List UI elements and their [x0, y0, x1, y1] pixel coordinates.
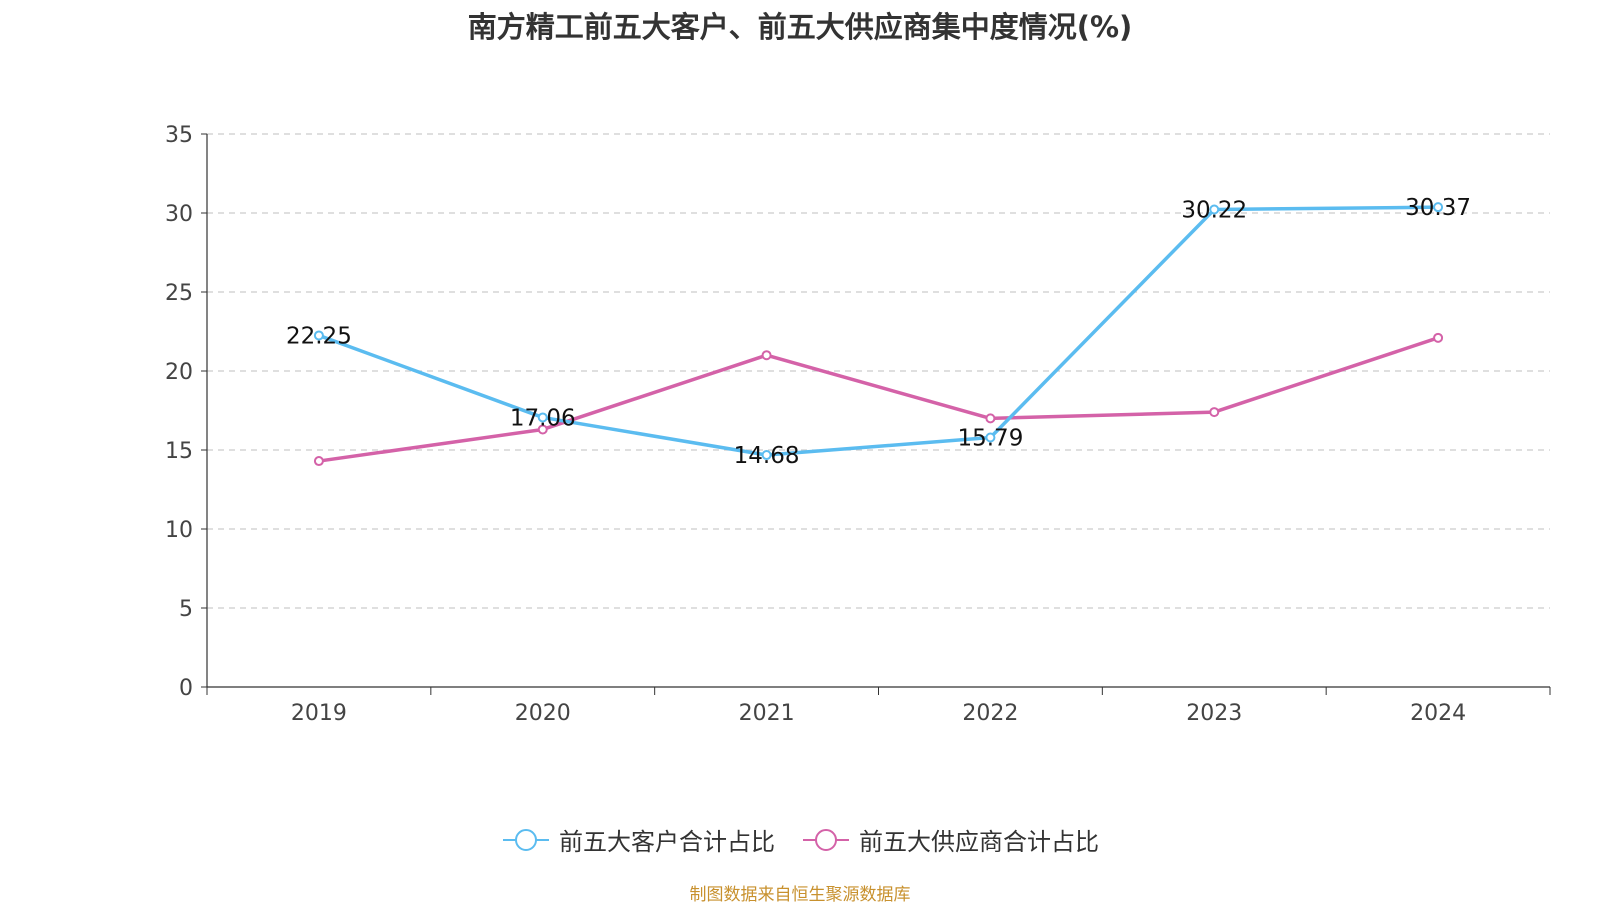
legend-customers-label: 前五大客户合计占比 [559, 828, 775, 856]
y-tick-label: 30 [165, 202, 193, 227]
legend-suppliers-icon [803, 828, 849, 851]
data-point-1 [985, 413, 996, 424]
data-point-1 [761, 350, 772, 361]
x-tick-label: 2020 [515, 701, 571, 726]
y-tick-label: 25 [165, 281, 193, 306]
data-point-1 [537, 424, 548, 435]
y-tick-label: 0 [179, 676, 193, 701]
x-tick-label: 2019 [291, 701, 347, 726]
data-point-0 [537, 412, 548, 423]
data-point-1 [1209, 407, 1220, 418]
data-point-1 [1433, 332, 1444, 343]
y-tick-label: 5 [179, 597, 193, 622]
x-tick-label: 2023 [1186, 701, 1242, 726]
legend-customers-icon [503, 828, 549, 851]
data-label: 15.79 [957, 426, 1023, 452]
line-chart: 0 5 10 15 20 25 30 35 2019 2020 2021 2022 2023 2024 22… [165, 123, 1551, 726]
x-tick-label: 2021 [739, 701, 795, 726]
data-label: 30.22 [1181, 198, 1247, 224]
chart-title: 南方精工前五大客户、前五大供应商集中度情况(%) [467, 10, 1133, 44]
data-label: 22.25 [286, 323, 352, 349]
data-label: 17.06 [510, 405, 576, 431]
series-line-1 [318, 336, 1439, 463]
data-point-0 [1209, 204, 1220, 215]
data-point-0 [761, 450, 772, 461]
data-point-1 [313, 456, 324, 467]
x-tick-label: 2024 [1410, 701, 1466, 726]
y-tick-label: 15 [165, 439, 193, 464]
data-point-0 [985, 432, 996, 443]
y-tick-label: 10 [165, 518, 193, 543]
y-tick-label: 35 [165, 123, 193, 148]
legend-item-suppliers[interactable]: 前五大供应商合计占比 [801, 822, 1099, 857]
series-line-0 [318, 205, 1439, 457]
data-label: 14.68 [734, 443, 800, 469]
x-tick-label: 2022 [962, 701, 1018, 726]
y-tick-label: 20 [165, 360, 193, 385]
chart-legend: 前五大客户合计占比 前五大供应商合计占比 [0, 822, 1600, 857]
data-point-0 [313, 330, 324, 341]
data-label: 30.37 [1405, 195, 1471, 221]
data-point-0 [1433, 202, 1444, 213]
legend-item-customers[interactable]: 前五大客户合计占比 [501, 822, 775, 857]
legend-suppliers-label: 前五大供应商合计占比 [859, 828, 1099, 856]
source-footer: 制图数据来自恒生聚源数据库 [689, 885, 911, 905]
